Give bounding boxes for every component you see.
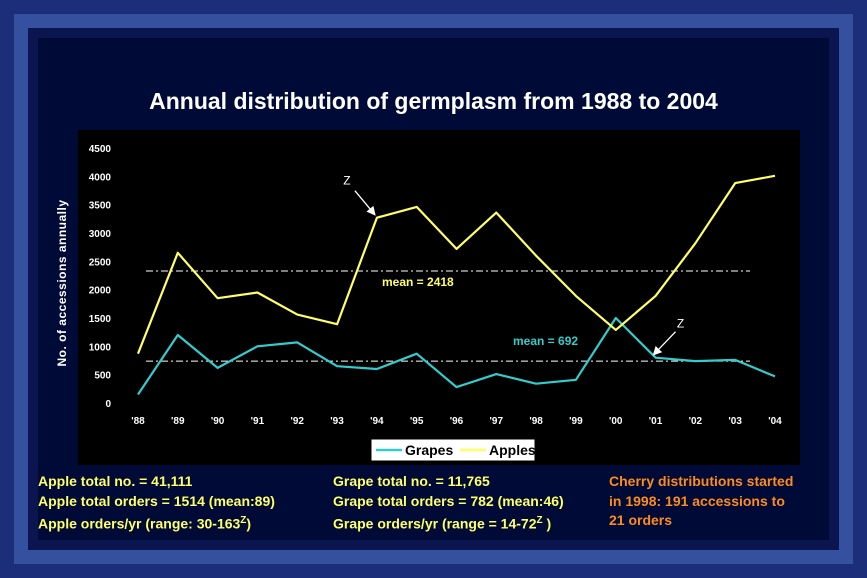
y-tick-label: 3000	[89, 229, 112, 240]
x-tick-label: '94	[370, 416, 384, 427]
apple-total-no: Apple total no. = 41,111	[38, 473, 193, 489]
annotation-arrow	[354, 190, 376, 216]
x-tick-label: '89	[171, 416, 185, 427]
x-tick-label: '99	[569, 416, 583, 427]
x-tick-label: '93	[330, 416, 344, 427]
x-tick-label: '98	[529, 416, 543, 427]
x-tick-label: '90	[211, 416, 225, 427]
series-line-grapes	[137, 316, 776, 396]
grape-orders-range-text: Grape orders/yr (range = 14-72	[333, 515, 537, 532]
mean-label: mean = 2418	[382, 275, 454, 289]
y-tick-label: 500	[94, 371, 111, 382]
x-tick-label: '91	[251, 416, 265, 427]
x-tick-label: '95	[410, 416, 424, 427]
y-tick-label: 1000	[89, 342, 112, 353]
line-chart: 0 500 1000 1500 2000 2500 3000 3500 4000 4500 '88 '…	[89, 144, 782, 462]
x-tick-label: '04	[768, 416, 782, 427]
cherry-line-1: Cherry distributions started	[609, 473, 794, 489]
x-tick-label: '00	[609, 416, 623, 427]
grape-orders-range: Grape orders/yr (range = 14-72Z )	[333, 511, 564, 534]
apple-orders-range-text: Apple orders/yr (range: 30-163	[38, 515, 241, 532]
x-tick-label: '02	[689, 416, 703, 427]
y-tick-label: 2000	[89, 286, 112, 297]
legend-box	[370, 438, 536, 462]
x-tick-label: '96	[450, 416, 464, 427]
y-tick-label: 3500	[89, 201, 112, 212]
y-tick-label: 2500	[89, 257, 112, 268]
legend-label: Grapes	[405, 442, 453, 458]
y-tick-label: 4000	[89, 172, 112, 183]
apple-orders-range: Apple orders/yr (range: 30-163Z)	[38, 511, 275, 534]
cherry-notes: Cherry distributions started in 1998: 19…	[609, 472, 793, 531]
cherry-line-2: in 1998: 191 accessions to	[609, 492, 785, 509]
y-axis-label: No. of accessions annually	[55, 199, 69, 367]
x-tick-label: '01	[649, 416, 663, 427]
x-tick-label: '97	[490, 416, 504, 427]
grape-notes: Grape total no. = 11,765 Grape total ord…	[333, 472, 564, 534]
annotation-label: Z	[343, 174, 350, 188]
y-tick-label: 0	[105, 399, 111, 410]
y-tick-label: 4500	[89, 144, 112, 155]
y-tick-label: 1500	[89, 314, 112, 325]
chart-title: Annual distribution of germplasm from 19…	[149, 88, 718, 114]
x-tick-label: '92	[290, 416, 304, 427]
legend-label: Apples	[489, 442, 536, 458]
mean-label: mean = 692	[513, 334, 578, 348]
plot-area: 0 500 1000 1500 2000 2500 3000 3500 4000 4500 '88 '…	[78, 130, 800, 465]
x-tick-label: '03	[728, 416, 742, 427]
apple-orders-range-sup: Z	[240, 515, 247, 526]
apple-total-orders: Apple total orders = 1514 (mean:89)	[38, 492, 275, 509]
cherry-line-3: 21 orders	[609, 512, 673, 528]
grape-orders-range-sup: Z	[536, 515, 543, 526]
grape-total-orders: Grape total orders = 782 (mean:46)	[333, 492, 564, 509]
annotation-label: Z	[677, 317, 684, 331]
annotation-arrow	[652, 331, 677, 356]
apple-orders-range-end: )	[246, 515, 252, 532]
apple-notes: Apple total no. = 41,111 Apple total ord…	[38, 472, 275, 534]
grape-orders-range-end: )	[542, 515, 552, 532]
grape-total-no: Grape total no. = 11,765	[333, 473, 490, 489]
series-line-apples	[136, 174, 776, 355]
x-tick-label: '88	[131, 416, 145, 427]
